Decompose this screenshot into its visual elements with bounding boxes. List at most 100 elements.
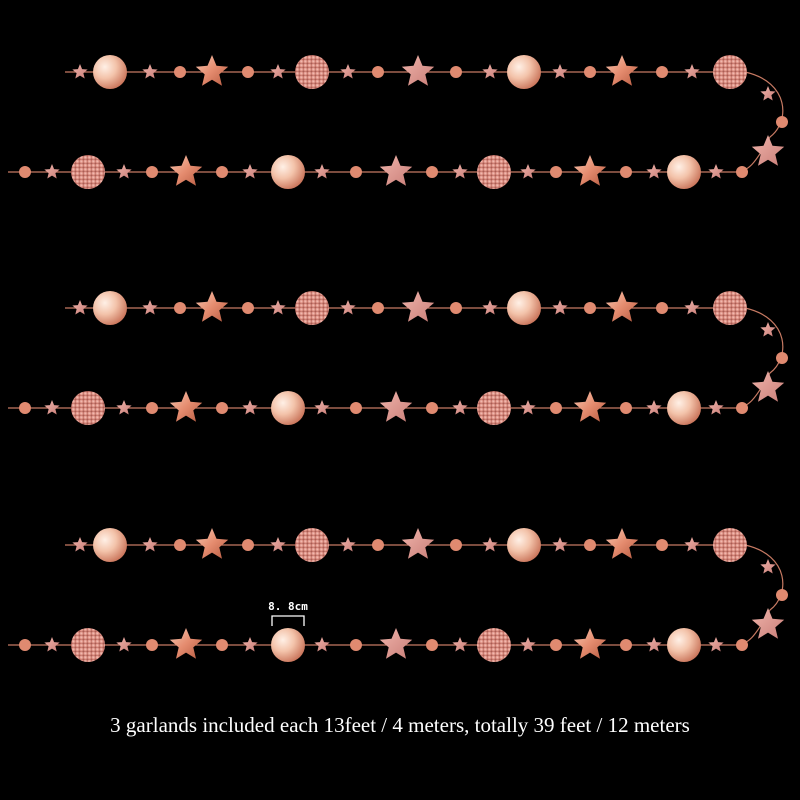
foil-circle [667,155,701,189]
foil-star [605,291,639,322]
small-star [552,64,568,79]
foil-star [573,155,607,186]
dimension-marker: 8. 8cm [268,600,308,626]
small-dot [426,402,438,414]
glitter-circle [71,155,105,189]
glitter-star [401,55,435,86]
small-star [708,637,724,652]
small-dot [550,166,562,178]
small-dot [174,66,186,78]
small-dot [19,402,31,414]
small-star [72,64,88,79]
foil-circle [507,528,541,562]
glitter-circle [713,55,747,89]
small-star [270,300,286,315]
foil-circle [271,391,305,425]
small-star [116,637,132,652]
small-dot [372,302,384,314]
foil-star [169,391,203,422]
small-dot [426,639,438,651]
glitter-circle [477,155,511,189]
small-star [520,400,536,415]
small-dot [146,166,158,178]
small-star [270,537,286,552]
small-star [646,164,662,179]
small-star [314,637,330,652]
foil-circle [507,55,541,89]
small-star [684,64,700,79]
small-dot [426,166,438,178]
small-dot [174,302,186,314]
small-star [242,164,258,179]
small-dot [656,539,668,551]
dimension-bracket [271,615,305,626]
foil-circle [93,291,127,325]
glitter-star [379,155,413,186]
small-dot [656,302,668,314]
small-dot [584,302,596,314]
glitter-circle [713,291,747,325]
small-dot [174,539,186,551]
small-star [116,400,132,415]
small-dot [656,66,668,78]
small-dot [242,539,254,551]
small-star [760,86,776,101]
small-star [708,400,724,415]
small-dot [620,166,632,178]
small-star [482,300,498,315]
small-star [482,64,498,79]
small-star [142,64,158,79]
glitter-star [401,528,435,559]
small-star [552,537,568,552]
small-dot [19,166,31,178]
small-star [646,400,662,415]
small-star [552,300,568,315]
small-dot [776,116,788,128]
small-dot [372,66,384,78]
small-dot [216,402,228,414]
small-star [482,537,498,552]
small-dot [620,402,632,414]
glitter-star [751,371,785,402]
foil-star [605,55,639,86]
glitter-circle [477,628,511,662]
foil-star [573,628,607,659]
small-dot [350,402,362,414]
small-dot [584,539,596,551]
small-star [340,64,356,79]
glitter-circle [713,528,747,562]
small-dot [350,166,362,178]
small-star [142,300,158,315]
glitter-circle [477,391,511,425]
small-star [340,537,356,552]
small-dot [216,639,228,651]
product-caption: 3 garlands included each 13feet / 4 mete… [110,713,690,737]
small-star [44,164,60,179]
small-dot [242,302,254,314]
small-dot [350,639,362,651]
small-dot [584,66,596,78]
small-star [314,164,330,179]
foil-circle [93,528,127,562]
glitter-star [751,608,785,639]
small-dot [450,66,462,78]
glitter-circle [71,391,105,425]
foil-star [195,291,229,322]
small-dot [736,639,748,651]
small-dot [216,166,228,178]
small-dot [450,302,462,314]
small-dot [146,402,158,414]
small-star [684,537,700,552]
small-star [72,537,88,552]
small-star [520,637,536,652]
small-star [452,400,468,415]
small-dot [450,539,462,551]
small-dot [242,66,254,78]
glitter-circle [71,628,105,662]
small-star [520,164,536,179]
small-star [242,637,258,652]
foil-star [169,628,203,659]
small-star [684,300,700,315]
foil-circle [271,155,305,189]
foil-circle [667,391,701,425]
